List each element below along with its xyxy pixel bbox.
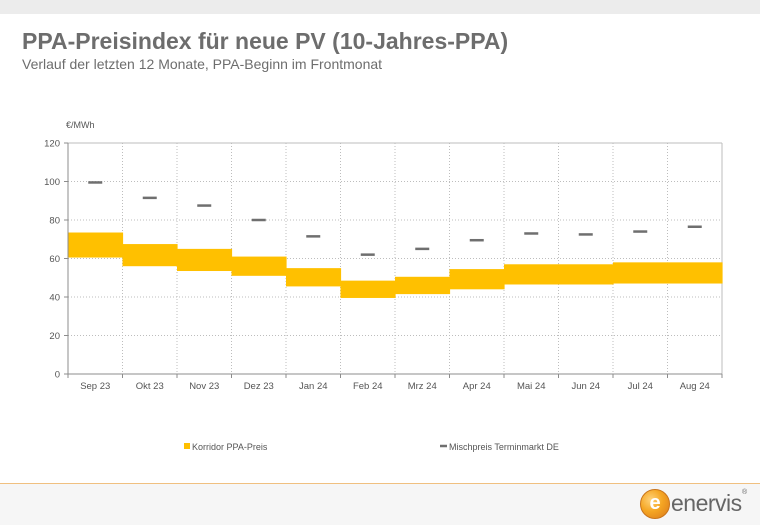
corridor-bar [286, 268, 342, 287]
enervis-logo: e enervis ® [640, 487, 750, 521]
x-tick-label: Nov 23 [189, 381, 219, 392]
x-tick-label: Dez 23 [244, 381, 274, 392]
ppa-price-chart: 0 20 40 60 80 100 120 Sep 23 Okt 23 Nov 23 Dez 23 J… [44, 120, 723, 452]
footer-divider [0, 483, 760, 484]
corridor-bar [667, 262, 723, 284]
legend-label-corridor: Korridor PPA-Preis [192, 442, 268, 452]
corridor-bar [177, 248, 233, 272]
y-tick-label: 0 [55, 370, 60, 381]
x-tick-label: Mrz 24 [408, 381, 437, 392]
corridor-bar [504, 264, 560, 285]
x-tick-label: Okt 23 [136, 381, 164, 392]
y-tick-label: 20 [49, 331, 60, 342]
x-tick-label: Feb 24 [353, 381, 383, 392]
x-tick-label: Aug 24 [680, 381, 710, 392]
logo-circle-icon [640, 489, 670, 519]
corridor-bar [613, 262, 669, 284]
y-tick-label: 80 [49, 216, 60, 227]
legend-label-market: Mischpreis Terminmarkt DE [449, 442, 559, 452]
corridor-bar [558, 264, 614, 285]
logo-wordmark: enervis [671, 490, 742, 516]
corridor-bar [449, 269, 505, 290]
x-tick-label: Mai 24 [517, 381, 546, 392]
corridor-bar [340, 280, 396, 298]
y-axis-unit: €/MWh [66, 120, 95, 130]
logo-registered-mark: ® [742, 489, 748, 496]
y-tick-label: 120 [44, 139, 60, 150]
x-tick-label: Jan 24 [299, 381, 328, 392]
y-tick-label: 60 [49, 254, 60, 265]
y-tick-label: 100 [44, 177, 60, 188]
top-bar [0, 0, 760, 14]
legend-swatch-corridor [184, 443, 190, 449]
page-subtitle: Verlauf der letzten 12 Monate, PPA-Begin… [22, 56, 383, 72]
x-tick-label: Jul 24 [628, 381, 653, 392]
page-title: PPA-Preisindex für neue PV (10-Jahres-PP… [22, 28, 509, 54]
y-tick-label: 40 [49, 293, 60, 304]
x-tick-label: Apr 24 [463, 381, 491, 392]
corridor-bar [68, 232, 124, 258]
corridor-bar [122, 244, 178, 267]
corridor-bar [231, 256, 287, 276]
logo-letter: e [649, 492, 661, 514]
x-tick-label: Sep 23 [80, 381, 110, 392]
footer-band [0, 484, 760, 525]
corridor-bar [395, 276, 451, 295]
x-tick-label: Jun 24 [571, 381, 600, 392]
